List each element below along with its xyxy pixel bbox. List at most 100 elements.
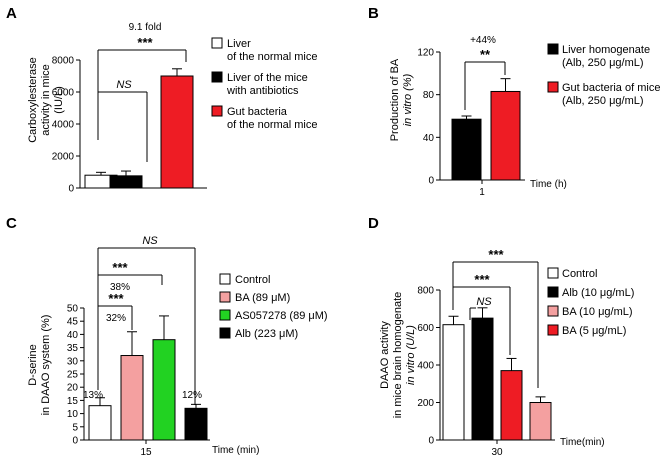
panel-c-bar-2: [152, 339, 176, 441]
panel-c-bar-0: [88, 405, 112, 441]
panel-a-ylabel-line-3: (IU/L): [53, 86, 65, 114]
panel-c-legend-swatch-4: [219, 327, 231, 339]
panel-c-ylabel-line-2: in DAAO system (%): [40, 315, 52, 416]
panel-a-legend-1b: of the normal mice: [227, 51, 317, 63]
panel-b-legend-2b: (Alb, 250 μg/mL): [562, 95, 644, 107]
panel-d-legend-3: BA (10 μg/mL): [562, 306, 633, 318]
panel-c-sig1: ***: [112, 260, 128, 275]
panel-c-y-tick-label-6: 30: [67, 356, 79, 367]
panel-a-legend-3a: Gut bacteria: [227, 106, 288, 118]
panel-b-y-tick-label-0: 0: [428, 176, 434, 187]
panel-b-bars: [451, 78, 521, 181]
panel-a-legend: Liver of the normal mice Liver of the mi…: [211, 37, 317, 131]
panel-a-bar-2: [160, 75, 194, 189]
panel-d-xlabel: Time(min): [560, 437, 605, 448]
panel-b-legend-swatch-1: [547, 43, 559, 55]
panel-c-y-tick-label-4: 20: [67, 383, 79, 394]
panel-d-bar-2: [500, 370, 523, 441]
panel-d-letter: D: [368, 215, 379, 232]
panel-d-legend-4: BA (5 μg/mL): [562, 325, 626, 337]
panel-d-ylabel-line-1: DAAO activity: [379, 321, 391, 389]
panel-c-ylabel-line-1: D-serine: [27, 344, 39, 386]
panel-a-y-tick-label-1: 2000: [52, 152, 75, 163]
panel-d-legend-swatch-4: [547, 324, 559, 336]
panel-b-y-tick-label-3: 120: [417, 48, 434, 59]
panel-d-y-ticks: 0 200 400 600 800: [417, 286, 440, 447]
panel-c-y-tick-label-7: 35: [67, 343, 79, 354]
panel-c-x-tick-label: 15: [140, 447, 152, 458]
panel-c-y-tick-label-5: 25: [67, 370, 79, 381]
panel-c-legend-3: AS057278 (89 μM): [235, 310, 328, 322]
panel-a-legend-swatch-1: [211, 37, 223, 49]
panel-a-y-tick-label-0: 0: [68, 184, 74, 195]
panel-b-ylabel-line-1: Production of BA: [389, 58, 401, 141]
panel-a-legend-3b: of the normal mice: [227, 119, 317, 131]
panel-d-x-tick-label: 30: [491, 447, 503, 458]
panel-a-legend-swatch-2: [211, 71, 223, 83]
panel-a-legend-2a: Liver of the mice: [227, 72, 308, 84]
panel-c-y-tick-label-2: 10: [67, 409, 79, 420]
panel-d-sig-top: ***: [488, 247, 504, 262]
panel-d-y-tick-label-4: 800: [417, 286, 434, 297]
panel-c-ns-label: NS: [142, 235, 158, 247]
panel-c-legend-4: Alb (223 μM): [235, 328, 298, 340]
panel-d-legend-2: Alb (10 μg/mL): [562, 287, 634, 299]
panel-b-legend: Liver homogenate (Alb, 250 μg/mL) Gut ba…: [547, 43, 660, 107]
panel-b-y-ticks: 0 40 80 120: [417, 48, 440, 187]
panel-b-pct-label: +44%: [470, 35, 496, 46]
panel-c-y-tick-label-10: 50: [67, 304, 79, 315]
panel-c: C D-serine in DAAO system (%) 0 5 10 15 20 25…: [6, 215, 328, 458]
panel-d-ylabel-line-3: in vitro (U/L): [405, 325, 417, 385]
panel-a-y-tick-label-3: 6000: [52, 88, 75, 99]
panel-b-legend-2a: Gut bacteria of mice: [562, 82, 660, 94]
panel-c-legend-swatch-2: [219, 291, 231, 303]
panel-d-y-tick-label-3: 600: [417, 323, 434, 334]
panel-c-y-tick-label-3: 15: [67, 396, 79, 407]
panel-c-ylabel: D-serine in DAAO system (%): [27, 315, 52, 416]
panel-c-legend-1: Control: [235, 274, 270, 286]
panel-d: D DAAO activity in mice brain homogenate…: [368, 215, 634, 458]
panel-c-y-tick-label-9: 45: [67, 317, 79, 328]
panel-d-ns-label: NS: [476, 296, 492, 308]
panel-c-bar0-pct: 13%: [83, 390, 103, 401]
panel-b-sig: **: [480, 47, 491, 62]
panel-b-legend-swatch-2: [547, 81, 559, 93]
panel-a-ylabel-line-1: Carboxylesterase: [27, 57, 39, 143]
panel-d-y-tick-label-0: 0: [428, 436, 434, 447]
panel-b-ylabel-line-2: in vitro (%): [402, 73, 414, 126]
panel-b-y-tick-label-1: 40: [423, 133, 435, 144]
panel-b-legend-1b: (Alb, 250 μg/mL): [562, 57, 644, 69]
panel-a-letter: A: [6, 5, 17, 22]
panel-c-y-tick-label-1: 5: [72, 422, 78, 433]
panel-a: A Carboxylesterase activity in mice (IU/…: [6, 5, 317, 195]
panel-c-sig1-pct: 38%: [110, 282, 130, 293]
panel-d-bar-0: [442, 324, 465, 441]
panel-c-bars: [88, 315, 208, 441]
panel-b: B Production of BA in vitro (%) 0 40 80 120…: [368, 5, 660, 198]
panel-c-y-tick-label-8: 40: [67, 330, 79, 341]
panel-c-sig2-pct: 32%: [106, 313, 126, 324]
panel-a-y-tick-label-4: 8000: [52, 56, 75, 67]
panel-a-bar-1: [109, 175, 143, 189]
panel-a-y-tick-label-2: 4000: [52, 120, 75, 131]
panel-d-ylabel: DAAO activity in mice brain homogenate i…: [379, 292, 417, 419]
panel-c-legend: Control BA (89 μM) AS057278 (89 μM) Alb …: [219, 273, 328, 340]
panel-d-legend-swatch-2: [547, 286, 559, 298]
panel-b-xlabel: Time (h): [530, 179, 567, 190]
panel-b-letter: B: [368, 5, 379, 22]
panel-a-ylabel: Carboxylesterase activity in mice (IU/L): [27, 57, 65, 143]
panel-d-ylabel-line-2: in mice brain homogenate: [392, 292, 404, 419]
panel-c-bar-1: [120, 355, 144, 441]
panel-c-xlabel: Time (min): [212, 445, 259, 456]
panel-c-bar3-pct: 12%: [182, 390, 202, 401]
panel-a-fold-label: 9.1 fold: [129, 22, 162, 33]
panel-a-ns-label: NS: [116, 79, 132, 91]
panel-b-bar-1: [490, 90, 521, 181]
panel-a-legend-2b: with antibiotics: [226, 85, 299, 97]
panel-b-ylabel: Production of BA in vitro (%): [389, 58, 414, 141]
panel-c-y-ticks: 0 5 10 15 20 25 30 35 40 45 50: [67, 304, 84, 447]
panel-a-legend-swatch-3: [211, 105, 223, 117]
panel-a-legend-1a: Liver: [227, 38, 251, 50]
panel-d-bar-1: [471, 317, 494, 441]
